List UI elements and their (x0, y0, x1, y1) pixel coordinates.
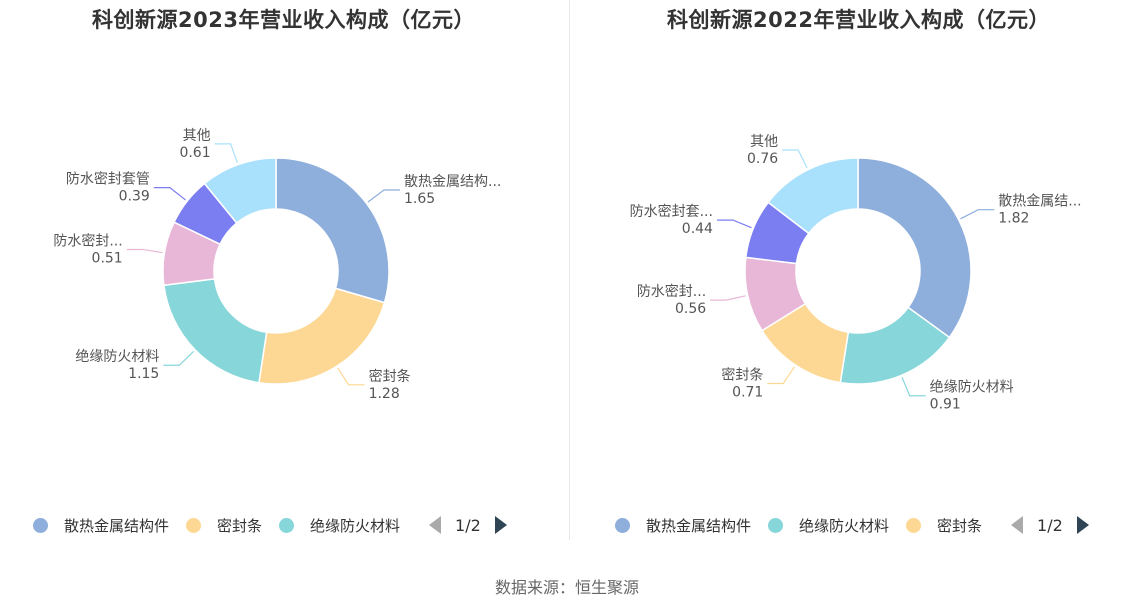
label-leader-line (214, 143, 238, 163)
prev-page-icon[interactable] (429, 516, 442, 534)
chart-panel-2022: 科创新源2022年营业收入构成（亿元） 散热金属结... 1.82 绝缘防火材料 0.… (567, 0, 1134, 560)
legend-marker (279, 517, 295, 533)
page-indicator: 1/2 (455, 515, 481, 535)
legend-marker (906, 517, 922, 533)
label-leader-line (153, 186, 186, 201)
slice-label: 密封条 (721, 366, 763, 383)
chart-title: 科创新源2023年营业收入构成（亿元） (92, 8, 475, 32)
donut-slice-绝缘防火材料[interactable] (163, 277, 268, 384)
legend-marker (768, 517, 784, 533)
chart-panel-2023: 科创新源2023年营业收入构成（亿元） 散热金属结构... 1.65 密封条 1.28… (0, 0, 567, 560)
label-leader-line (337, 367, 365, 386)
legend: 散热金属结构件 密封条 绝缘防火材料 1/2 (33, 512, 507, 538)
legend-label: 密封条 (937, 516, 983, 535)
donut-slice-散热金属结构件[interactable] (275, 157, 390, 304)
donut-slice-散热金属结构件[interactable] (857, 157, 972, 339)
next-page-icon[interactable] (494, 516, 507, 534)
legend-item-seal-strip[interactable]: 密封条 (906, 515, 982, 536)
slice-value-label: 0.61 (179, 145, 210, 161)
legend-marker (186, 517, 202, 533)
legend-label: 密封条 (217, 516, 263, 535)
legend-pager: 1/2 (429, 516, 507, 535)
slice-value-label: 0.71 (732, 384, 763, 400)
slice-label: 防水密封套管 (66, 171, 150, 188)
label-leader-line (367, 189, 401, 203)
slice-value-label: 0.56 (675, 301, 706, 317)
legend-item-seal-strip[interactable]: 密封条 (186, 515, 262, 536)
donut-slice-密封条[interactable] (258, 287, 386, 385)
label-leader-line (767, 366, 795, 385)
label-leader-line (710, 295, 746, 301)
slice-value-label: 1.28 (369, 386, 400, 402)
slice-label: 其他 (183, 128, 211, 144)
donut-slice-其他[interactable] (203, 157, 277, 225)
legend-item-heat-metal[interactable]: 散热金属结构件 (615, 515, 751, 536)
slice-label: 散热金属结构... (404, 174, 501, 190)
slice-label: 其他 (750, 134, 778, 150)
legend-label: 绝缘防火材料 (799, 516, 890, 535)
prev-page-icon[interactable] (1011, 516, 1024, 534)
slice-value-label: 0.76 (747, 151, 778, 167)
slice-label: 绝缘防火材料 (930, 380, 1014, 396)
next-page-icon[interactable] (1076, 516, 1089, 534)
slice-value-label: 1.15 (128, 366, 159, 382)
legend-marker (615, 517, 630, 533)
page-indicator: 1/2 (1037, 515, 1063, 535)
panel-divider (569, 0, 570, 540)
legend-pager: 1/2 (1011, 516, 1089, 535)
legend-label: 散热金属结构件 (64, 516, 170, 535)
slice-value-label: 0.44 (682, 221, 713, 237)
legend-marker (33, 517, 48, 533)
legend-label: 散热金属结构件 (646, 516, 752, 535)
slice-value-label: 0.91 (930, 397, 961, 413)
legend-item-fire-insulation[interactable]: 绝缘防火材料 (279, 515, 400, 536)
slice-value-label: 1.65 (404, 191, 435, 207)
label-leader-line (163, 350, 195, 366)
legend-item-fire-insulation[interactable]: 绝缘防火材料 (768, 515, 889, 536)
legend-item-heat-metal[interactable]: 散热金属结构件 (33, 515, 169, 536)
slice-label: 防水密封... (53, 232, 122, 249)
data-source: 数据来源：恒生聚源 (494, 578, 639, 597)
donut-slice-其他[interactable] (767, 157, 859, 235)
label-leader-line (901, 377, 926, 397)
slice-label: 密封条 (369, 368, 411, 385)
label-leader-line (782, 149, 808, 169)
slice-value-label: 0.39 (119, 189, 150, 205)
slice-label: 防水密封套... (630, 203, 713, 220)
slice-label: 散热金属结... (998, 194, 1081, 210)
chart-title: 科创新源2022年营业收入构成（亿元） (667, 8, 1050, 32)
label-leader-line (126, 248, 163, 254)
legend-label: 绝缘防火材料 (310, 516, 401, 535)
label-leader-line (960, 209, 995, 220)
label-leader-line (716, 219, 752, 229)
slice-label: 防水密封... (637, 283, 706, 300)
slice-label: 绝缘防火材料 (75, 349, 159, 365)
slice-value-label: 1.82 (998, 211, 1029, 227)
slice-value-label: 0.51 (92, 250, 123, 266)
legend: 散热金属结构件 绝缘防火材料 密封条 1/2 (615, 512, 1089, 538)
